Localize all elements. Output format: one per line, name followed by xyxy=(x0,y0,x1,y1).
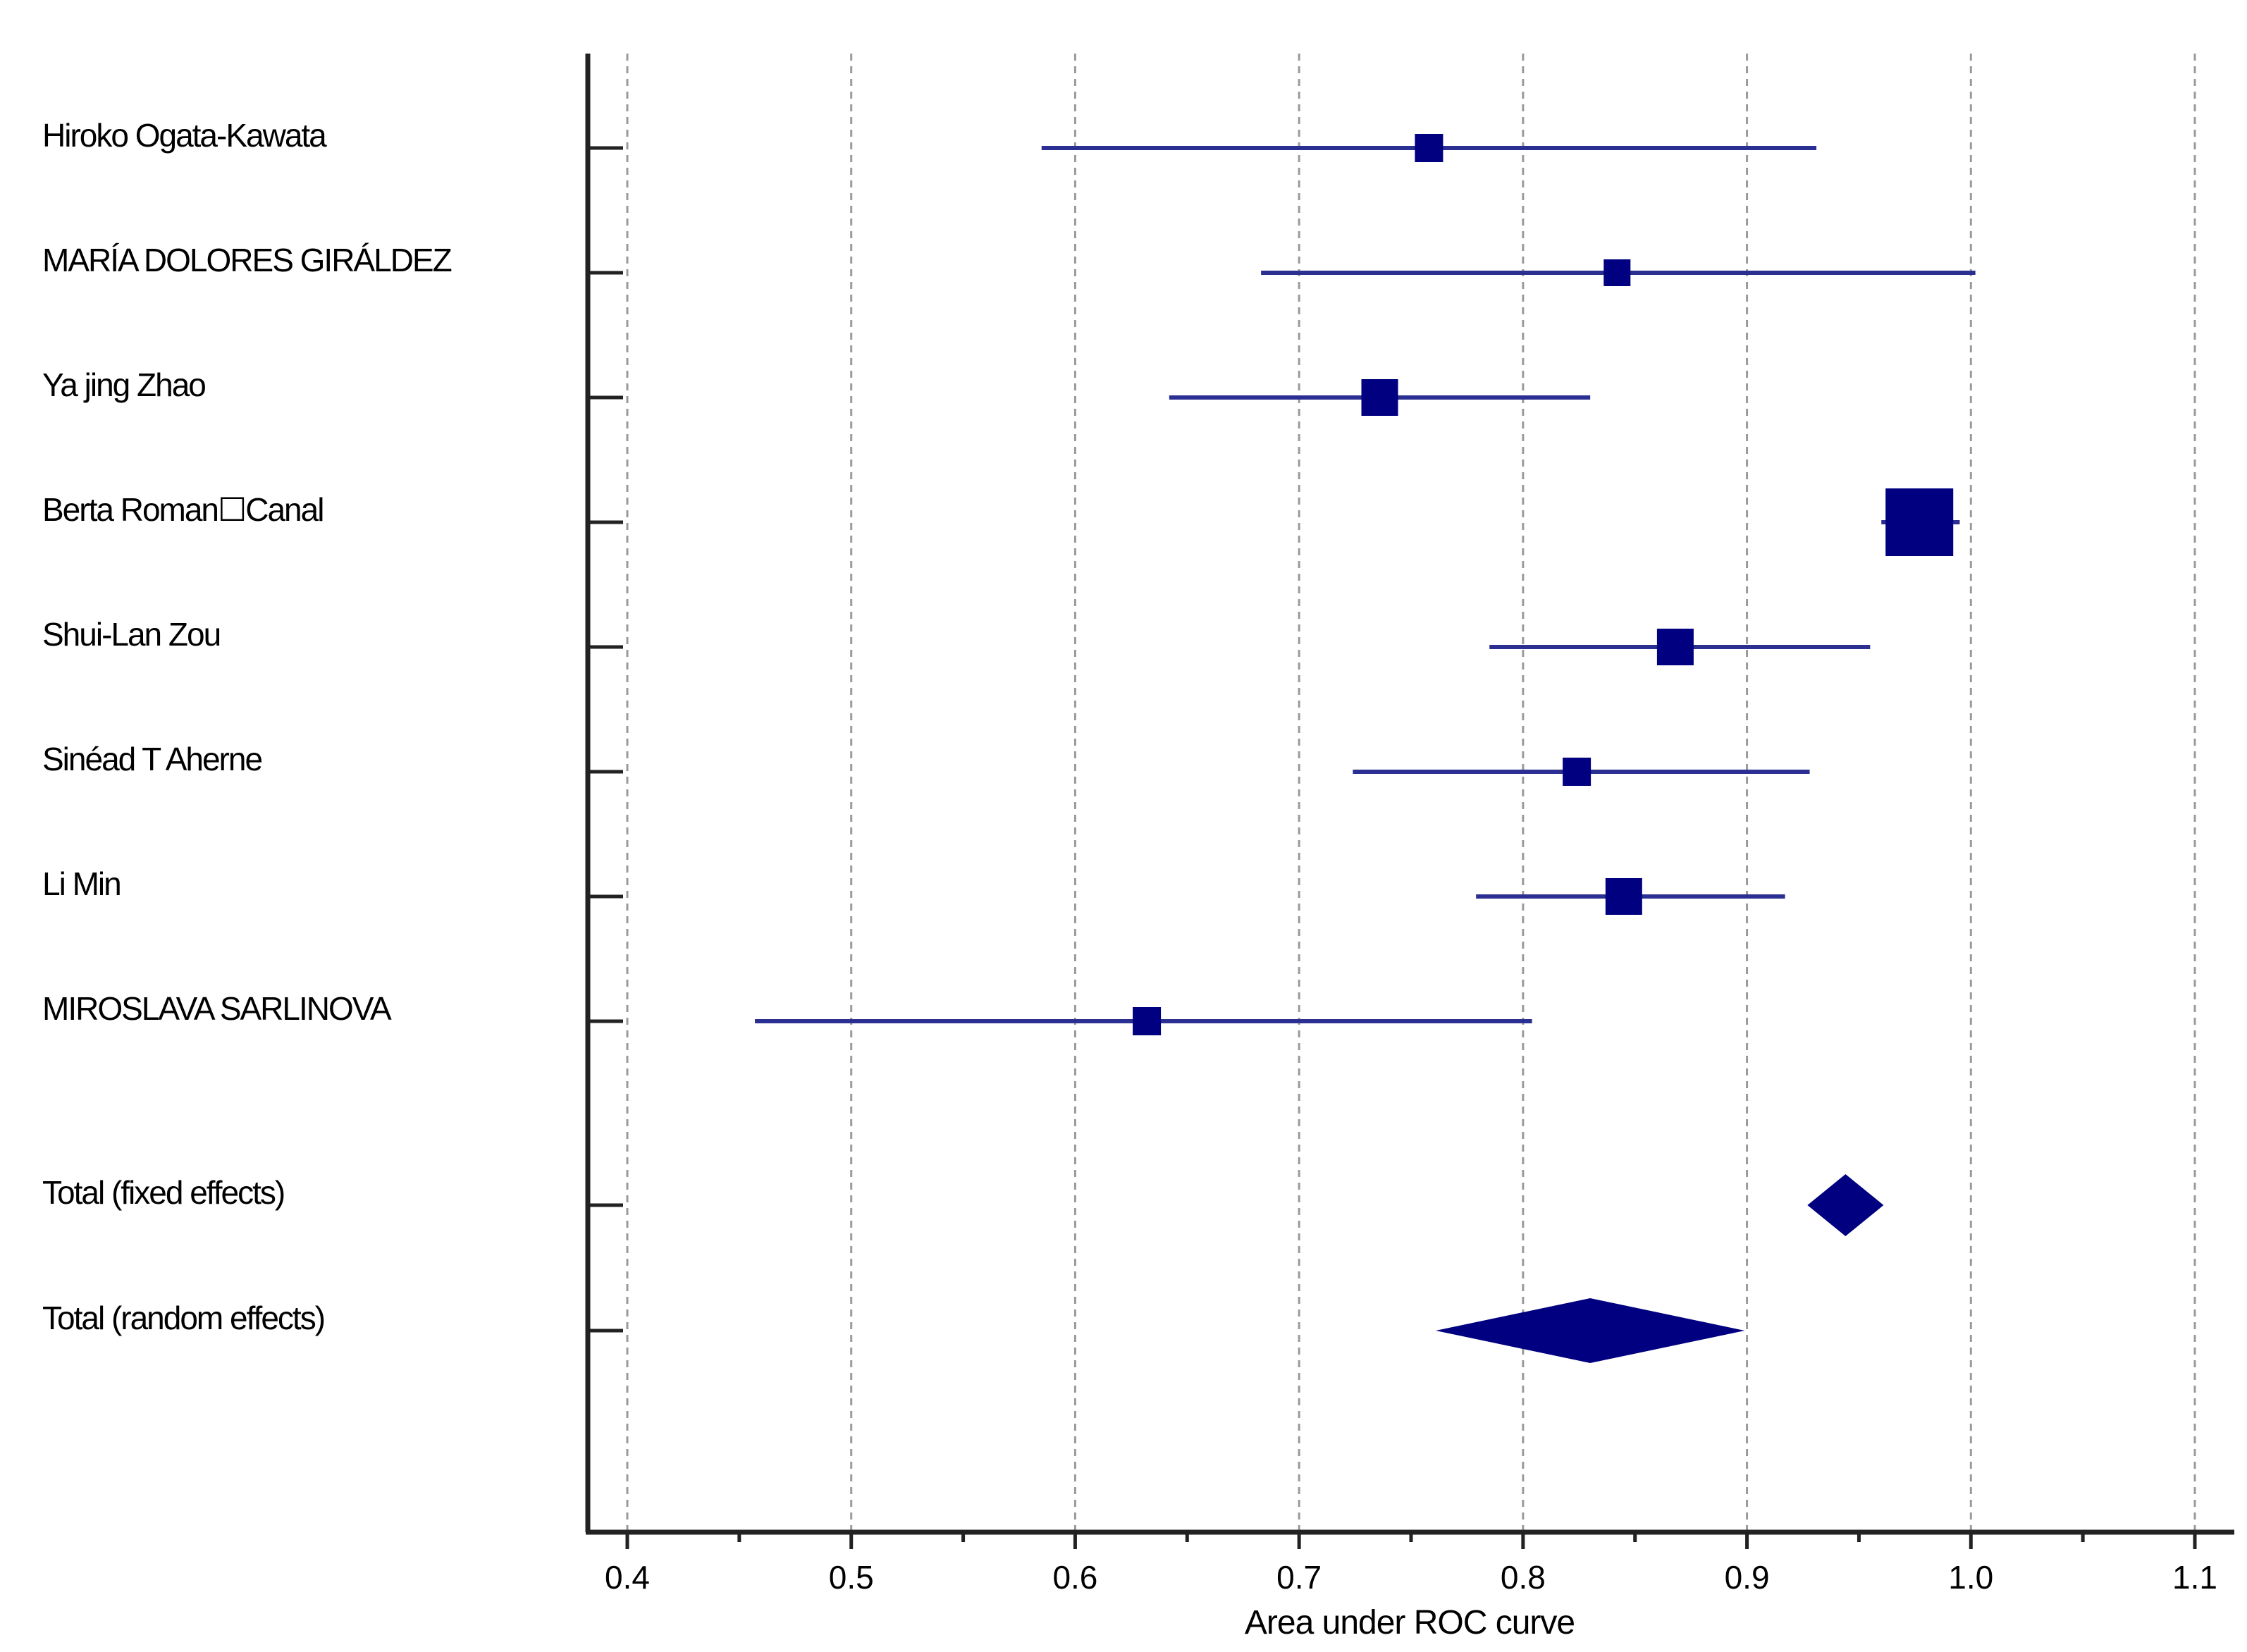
x-tick-label: 0.7 xyxy=(1276,1559,1322,1596)
point-estimate-square xyxy=(1563,758,1592,786)
x-tick-label: 0.5 xyxy=(829,1559,874,1596)
axes xyxy=(585,54,2234,1535)
study-label: Ya jing Zhao xyxy=(42,366,205,403)
x-tick-label: 0.8 xyxy=(1501,1559,1546,1596)
study-label: Sinéad T Aherne xyxy=(42,741,261,777)
x-axis-title: Area under ROC curve xyxy=(1245,1604,1575,1641)
point-estimate-square xyxy=(1415,134,1443,162)
x-tick-label: 1.0 xyxy=(1948,1559,1993,1596)
pooled-estimate-diamond xyxy=(1807,1174,1884,1236)
x-tick-label: 0.9 xyxy=(1725,1559,1770,1596)
point-estimate-square xyxy=(1656,629,1694,665)
pooled-estimate-diamond xyxy=(1435,1298,1745,1363)
study-label: Shui-Lan Zou xyxy=(42,616,220,653)
point-estimate-square xyxy=(1605,878,1642,915)
x-ticks: 0.4 0.5 0.6 0.7 0.8 0.9 1.0 1.1 xyxy=(605,1532,2217,1596)
y-ticks xyxy=(588,146,623,1333)
study-label: Hiroko Ogata-Kawata xyxy=(42,117,327,154)
point-estimate-square xyxy=(1133,1007,1162,1035)
study-label: MIROSLAVA SARLINOVA xyxy=(42,990,392,1027)
total-label: Total (fixed effects) xyxy=(42,1174,284,1211)
study-markers xyxy=(755,134,1976,1363)
study-label: Berta Roman☐Canal xyxy=(42,491,323,528)
x-tick-label: 1.1 xyxy=(2172,1559,2217,1596)
point-estimate-square xyxy=(1885,488,1954,556)
study-label: MARÍA DOLORES GIRÁLDEZ xyxy=(42,242,452,278)
point-estimate-square xyxy=(1361,379,1398,416)
gridlines xyxy=(626,54,2196,1532)
x-tick-label: 0.4 xyxy=(605,1559,650,1596)
total-label: Total (random effects) xyxy=(42,1300,324,1336)
x-tick-label: 0.6 xyxy=(1052,1559,1097,1596)
study-label: Li Min xyxy=(42,865,121,902)
point-estimate-square xyxy=(1603,259,1631,286)
study-labels: Hiroko Ogata-Kawata MARÍA DOLORES GIRÁLDE… xyxy=(42,117,453,1336)
